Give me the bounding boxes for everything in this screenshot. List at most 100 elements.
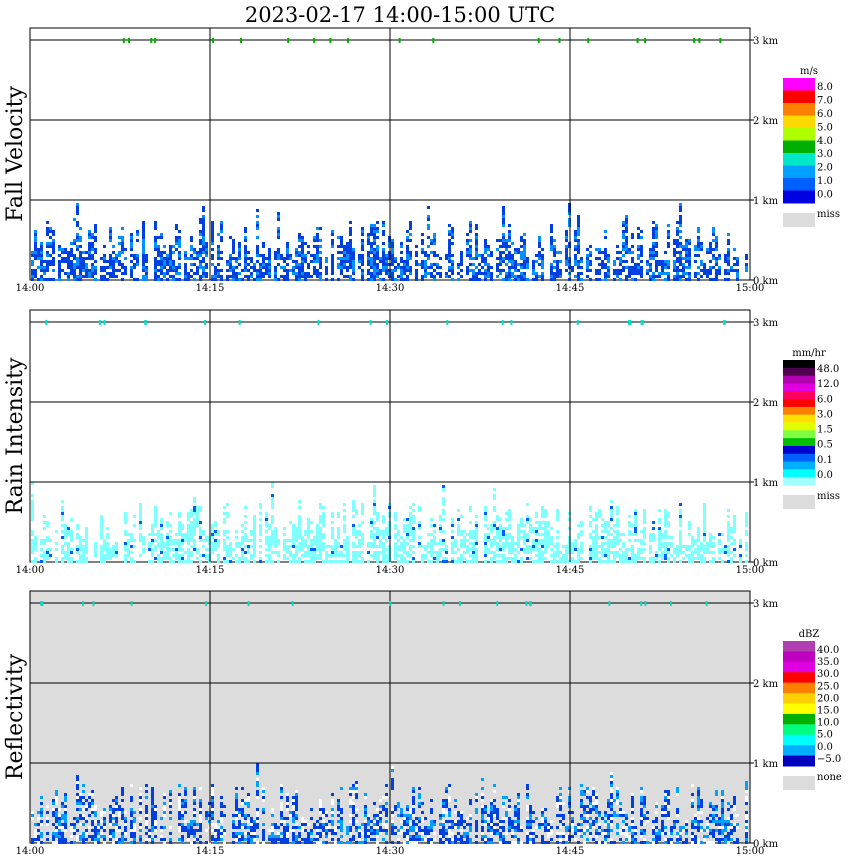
echo-cell [511,266,514,269]
echo-cell [535,560,538,563]
echo-cell [130,266,133,269]
echo-cell [697,554,700,557]
echo-cell [211,263,214,266]
echo-cell [88,826,91,829]
echo-cell [70,530,73,533]
echo-cell [499,254,502,257]
echo-cell [349,233,352,236]
echo-cell [205,263,208,266]
echo-cell [637,539,640,542]
echo-cell [70,254,73,257]
colorbar-missing-label: miss [817,491,840,502]
echo-cell [142,230,145,233]
echo-cell [394,832,397,835]
echo-cell [727,509,730,512]
echo-cell [199,242,202,245]
echo-cell [193,829,196,832]
echo-cell [355,533,358,536]
echo-cell [673,275,676,278]
echo-cell [664,518,667,521]
echo-cell [373,817,376,820]
echo-cell [64,542,67,545]
echo-cell [517,263,520,266]
echo-cell [577,554,580,557]
echo-cell [238,835,241,838]
echo-cell [688,257,691,260]
echo-cell [169,254,172,257]
echo-cell [301,823,304,826]
echo-cell [733,524,736,527]
echo-cell [178,811,181,814]
echo-cell [313,551,316,554]
echo-cell [55,799,58,802]
echo-cell [277,539,280,542]
echo-cell [262,838,265,841]
echo-cell [232,251,235,254]
echo-cell [34,557,37,560]
echo-cell [679,206,682,209]
echo-cell [55,808,58,811]
echo-cell [145,254,148,257]
echo-cell [349,814,352,817]
echo-cell [442,539,445,542]
echo-cell [70,242,73,245]
echo-cell [85,272,88,275]
echo-cell [475,233,478,236]
echo-cell [745,257,748,260]
echo-cell [340,823,343,826]
echo-cell [415,829,418,832]
echo-cell [352,835,355,838]
echo-cell [202,215,205,218]
echo-cell [85,269,88,272]
echo-cell [379,278,382,281]
echo-cell [421,817,424,820]
echo-cell [355,841,358,844]
echo-cell [676,260,679,263]
echo-cell [595,551,598,554]
echo-cell [31,275,34,278]
echo-cell [46,539,49,542]
echo-cell [628,524,631,527]
echo-cell [178,242,181,245]
echo-cell [466,239,469,242]
echo-cell [226,515,229,518]
echo-cell [406,254,409,257]
echo-cell [361,227,364,230]
echo-cell [100,554,103,557]
echo-cell [205,248,208,251]
echo-cell [709,560,712,563]
echo-cell [709,536,712,539]
echo-cell [652,236,655,239]
echo-cell [595,545,598,548]
echo-cell [178,823,181,826]
echo-cell [526,551,529,554]
echo-cell [442,814,445,817]
echo-cell [88,275,91,278]
echo-cell [397,814,400,817]
echo-cell [256,784,259,787]
echo-cell [658,509,661,512]
echo-cell [541,248,544,251]
echo-cell [37,835,40,838]
echo-cell [46,557,49,560]
echo-cell [424,266,427,269]
echo-cell [61,512,64,515]
echo-cell [121,793,124,796]
echo-cell [220,817,223,820]
echo-cell [604,251,607,254]
echo-cell [493,551,496,554]
echo-cell [202,266,205,269]
echo-cell [430,242,433,245]
echo-cell [679,236,682,239]
echo-cell [541,260,544,263]
echo-cell [187,530,190,533]
echo-cell [631,524,634,527]
echo-cell [349,227,352,230]
echo-cell [409,533,412,536]
echo-cell [109,557,112,560]
echo-cell [598,557,601,560]
echo-cell [502,536,505,539]
echo-cell [367,263,370,266]
echo-cell [736,272,739,275]
echo-cell [175,242,178,245]
